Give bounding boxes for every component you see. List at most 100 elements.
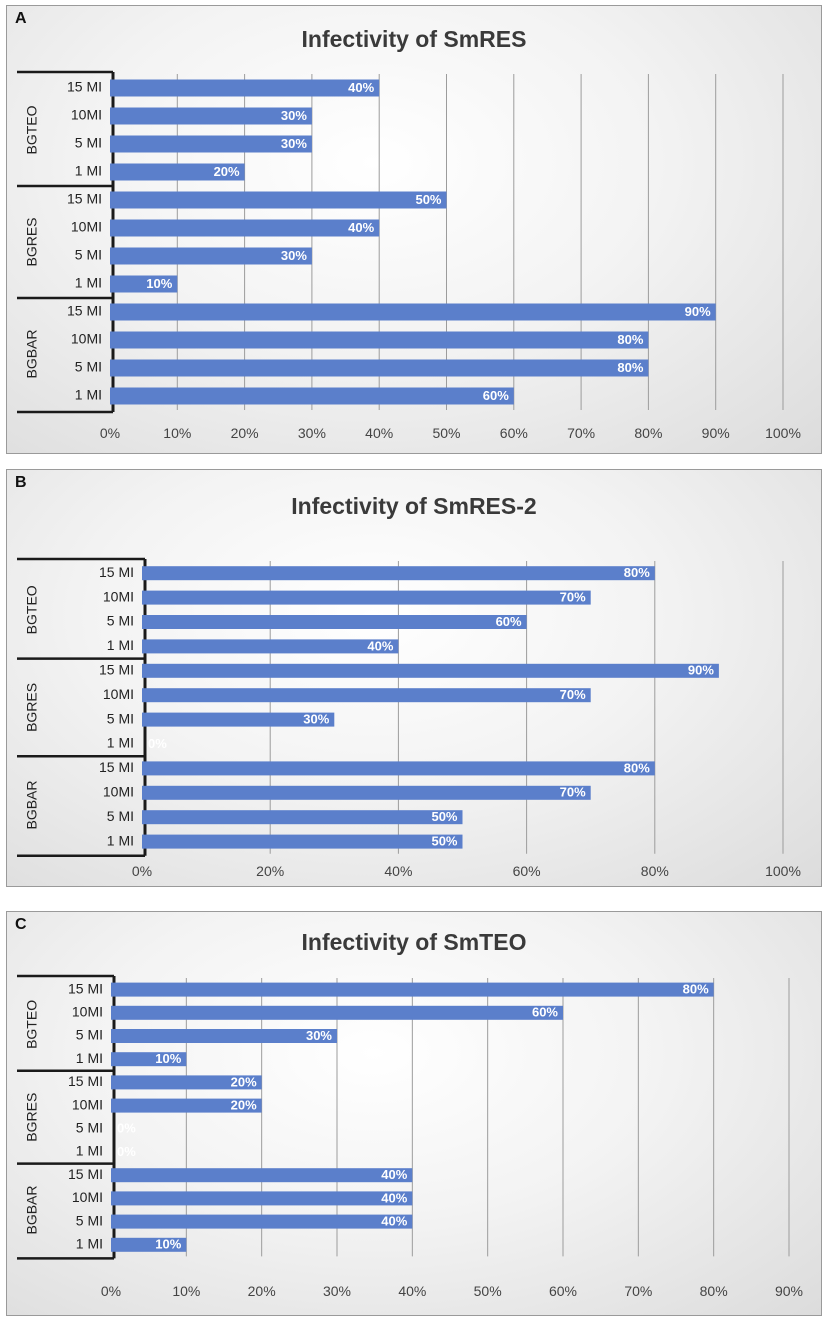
data-label: 10% [155,1237,181,1252]
data-label: 60% [496,614,522,629]
category-label: 15 MI [68,1166,103,1182]
x-tick-label: 30% [298,425,326,441]
category-label: 15 MI [99,662,134,678]
data-label: 60% [483,388,509,403]
x-tick-label: 80% [700,1283,728,1299]
x-tick-label: 50% [432,425,460,441]
group-label: BGTEO [24,105,40,154]
data-label: 90% [685,304,711,319]
bar [111,1029,337,1043]
data-label: 30% [281,136,307,151]
x-tick-label: 100% [765,863,801,879]
data-label: 30% [306,1028,332,1043]
bar [111,1005,563,1020]
category-label: 5 MI [75,247,102,263]
category-label: 5 MI [75,135,102,151]
group-label: BGRES [24,683,40,732]
chart-panel-a: A Infectivity of SmRES 0% 10% 20% 30% 40% 50%… [6,5,822,454]
group-label: BGTEO [24,1000,40,1049]
category-label: 10MI [72,1096,103,1112]
category-label: 1 MI [107,832,134,848]
x-tick-label: 20% [231,425,259,441]
x-tick-label: 100% [765,425,801,441]
category-label: 15 MI [99,564,134,580]
data-label: 70% [560,687,586,702]
category-label: 5 MI [107,613,134,629]
category-label: 15 MI [68,1073,103,1089]
category-label: 15 MI [99,759,134,775]
group-label: BGRES [24,217,40,266]
data-label: 30% [281,248,307,263]
data-label: 40% [348,220,374,235]
category-label: 1 MI [75,387,102,403]
bar [110,107,312,125]
data-label: 40% [367,638,393,653]
data-label: 60% [532,1005,558,1020]
bar [110,275,178,293]
chart-panel-b: B Infectivity of SmRES-2 0% 20% 40% 60% 80% 1… [6,469,822,887]
data-label: 80% [617,360,643,375]
category-label: 10MI [71,219,102,235]
bar [111,1168,413,1183]
bar [142,590,591,605]
bar [110,247,312,265]
category-label: 1 MI [76,1143,103,1159]
x-tick-label: 50% [474,1283,502,1299]
chart-title: Infectivity of SmTEO [301,929,527,955]
x-tick-label: 60% [500,425,528,441]
x-tick-label: 40% [398,1283,426,1299]
data-label: 0% [117,1121,136,1136]
group-label: BGBAR [24,780,40,829]
category-label: 10MI [103,686,134,702]
category-label: 5 MI [76,1027,103,1043]
data-label: 0% [148,736,167,751]
group-label: BGRES [24,1093,40,1142]
bar [110,135,312,153]
category-label: 1 MI [76,1236,103,1252]
bar [142,688,591,703]
data-label: 80% [617,332,643,347]
bar [110,331,649,349]
bar [111,1098,262,1113]
panel-label: C [15,916,27,933]
data-label: 40% [381,1190,407,1205]
bar [142,834,463,849]
x-tick-label: 0% [100,425,120,441]
x-tick-label: 40% [384,863,412,879]
category-label: 10MI [71,107,102,123]
chart-title: Infectivity of SmRES [301,26,527,52]
bar [142,566,655,581]
data-label: 50% [415,192,441,207]
panel-label: A [15,10,27,27]
data-label: 20% [231,1074,257,1089]
data-label: 30% [303,712,329,727]
bar [111,1214,413,1229]
x-tick-label: 80% [634,425,662,441]
category-label: 10MI [72,1189,103,1205]
bar [110,79,380,97]
bar [142,615,527,629]
x-tick-label: 60% [513,863,541,879]
category-label: 1 MI [75,163,102,179]
x-tick-label: 60% [549,1283,577,1299]
bar [110,163,245,181]
data-label: 50% [431,834,457,849]
group-label: BGBAR [24,329,40,378]
bar [142,712,335,727]
data-label: 40% [348,80,374,95]
data-label: 70% [560,590,586,605]
category-label: 5 MI [76,1120,103,1136]
x-tick-label: 10% [172,1283,200,1299]
bar [142,639,399,654]
data-label: 80% [624,565,650,580]
bar [111,1075,262,1090]
x-tick-label: 20% [256,863,284,879]
bar [110,191,447,209]
chart-title: Infectivity of SmRES-2 [291,493,537,519]
data-label: 10% [146,276,172,291]
bar [111,1052,187,1067]
bar [111,1191,413,1206]
x-tick-label: 30% [323,1283,351,1299]
data-label: 40% [381,1214,407,1229]
data-label: 10% [155,1051,181,1066]
